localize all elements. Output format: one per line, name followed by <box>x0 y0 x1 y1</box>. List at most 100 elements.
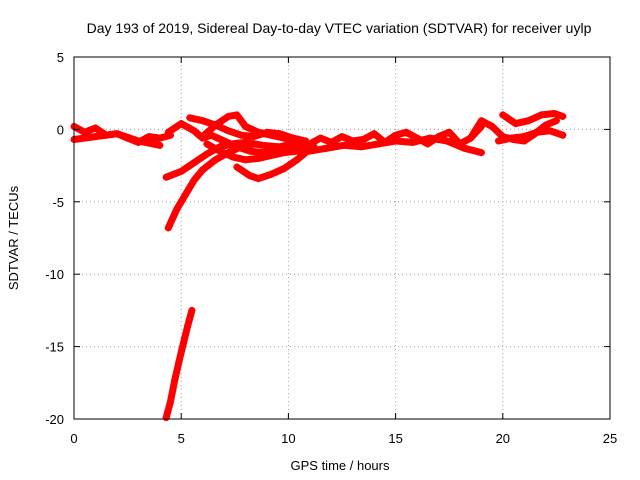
data-point <box>552 117 560 125</box>
data-point <box>537 111 545 119</box>
data-point <box>177 120 185 128</box>
y-tick-label: -20 <box>45 412 64 427</box>
data-point <box>392 137 400 145</box>
series-arc-8 <box>199 111 310 148</box>
data-point <box>359 136 367 144</box>
x-tick-label: 10 <box>281 431 295 446</box>
x-tick-label: 15 <box>388 431 402 446</box>
y-tick-label: 0 <box>57 122 64 137</box>
plot-frame <box>73 56 611 420</box>
data-point <box>224 112 232 120</box>
y-axis-title: SDTVAR / TECUs <box>6 185 21 290</box>
data-point <box>267 131 275 139</box>
data-point <box>203 150 211 158</box>
data-point <box>370 130 378 138</box>
tick-layer: 0 5 10 15 20 25 5 0 -5 -10 -15 -20 <box>45 50 617 446</box>
series-arc-12 <box>306 134 485 157</box>
data-point <box>181 191 189 199</box>
data-point <box>477 117 485 125</box>
y-tick-label: -15 <box>45 340 64 355</box>
data-point <box>233 163 241 171</box>
data-point <box>190 127 198 135</box>
data-point <box>237 131 245 139</box>
x-tick-label: 20 <box>496 431 510 446</box>
data-point <box>242 156 250 164</box>
data-point <box>293 156 301 164</box>
data-point <box>306 140 314 148</box>
data-point <box>460 144 468 152</box>
data-point <box>477 149 485 157</box>
data-point <box>233 143 241 151</box>
data-point <box>229 153 237 161</box>
grid-layer <box>74 57 610 419</box>
data-point <box>323 144 331 152</box>
data-point <box>409 138 417 146</box>
y-tick-label: -5 <box>52 195 64 210</box>
data-point <box>267 151 275 159</box>
data-point <box>162 414 170 422</box>
data-point <box>242 123 250 131</box>
y-tick-label: -10 <box>45 267 64 282</box>
data-point <box>173 205 181 213</box>
series-arc-14 <box>495 127 567 145</box>
data-point <box>499 111 507 119</box>
data-point <box>177 167 185 175</box>
data-point <box>156 134 164 142</box>
data-point <box>171 376 179 384</box>
data-point <box>254 154 262 162</box>
data-point <box>113 130 121 138</box>
data-point <box>233 111 241 119</box>
data-point <box>374 140 382 148</box>
data-point <box>162 173 170 181</box>
data-point <box>426 134 434 142</box>
data-point <box>220 137 228 145</box>
data-point <box>224 127 232 135</box>
data-point <box>184 322 192 330</box>
data-point <box>188 306 196 314</box>
data-point <box>507 134 515 142</box>
data-point <box>254 128 262 136</box>
series-trace <box>199 111 310 148</box>
data-point <box>512 120 520 128</box>
data-point <box>280 164 288 172</box>
x-tick-label: 0 <box>70 431 77 446</box>
data-point <box>520 133 528 141</box>
data-point <box>212 121 220 129</box>
data-point <box>546 127 554 135</box>
data-point <box>488 123 496 131</box>
data-point <box>190 159 198 167</box>
data-point <box>212 156 220 164</box>
data-point <box>443 137 451 145</box>
data-point <box>203 140 211 148</box>
data-point <box>467 134 475 142</box>
data-point <box>495 137 503 145</box>
data-point <box>175 357 183 365</box>
data-point <box>402 128 410 136</box>
data-point <box>254 175 262 183</box>
data-point <box>250 133 258 141</box>
data-point <box>246 147 254 155</box>
data-point <box>156 141 164 149</box>
data-point <box>280 134 288 142</box>
data-point <box>259 141 267 149</box>
data-point <box>340 141 348 149</box>
series-arc-2 <box>70 130 164 149</box>
data-point <box>190 176 198 184</box>
data-point <box>293 138 301 146</box>
data-point <box>445 128 453 136</box>
series-arc-15 <box>499 109 567 128</box>
data-point <box>186 114 194 122</box>
data-point <box>199 117 207 125</box>
data-point <box>559 112 567 120</box>
series-arc-4 <box>162 306 196 422</box>
data-point <box>91 133 99 141</box>
data-point <box>357 143 365 151</box>
data-point <box>242 138 250 146</box>
data-point <box>164 224 172 232</box>
data-point <box>145 133 153 141</box>
data-point <box>550 109 558 117</box>
x-axis-title: GPS time / hours <box>291 458 390 473</box>
data-layer <box>70 109 567 422</box>
data-point <box>134 137 142 145</box>
